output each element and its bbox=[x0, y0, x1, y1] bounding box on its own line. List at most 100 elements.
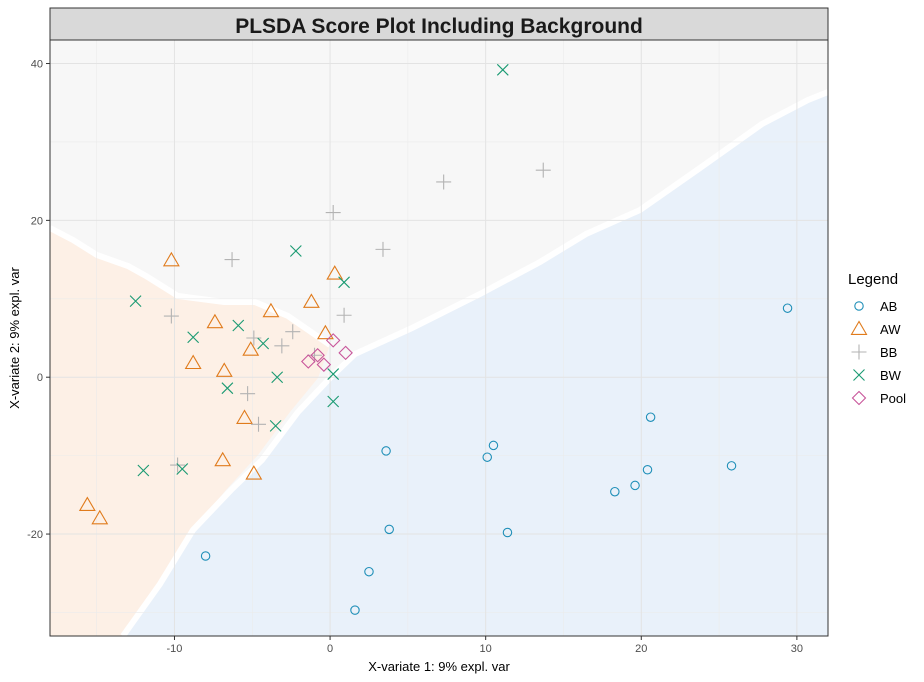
legend: Legend AB AW BB BW Pool bbox=[848, 271, 906, 406]
series-pool bbox=[301, 333, 353, 372]
point-bw bbox=[137, 464, 150, 477]
x-tick-label: 0 bbox=[327, 643, 333, 655]
legend-key-ab bbox=[854, 301, 864, 311]
series-aw bbox=[78, 251, 344, 525]
point-ab bbox=[782, 303, 793, 313]
point-bb bbox=[325, 205, 341, 221]
point-bw bbox=[496, 63, 509, 76]
point-ab bbox=[364, 566, 374, 577]
point-ab bbox=[488, 440, 499, 451]
point-bb bbox=[336, 307, 352, 323]
legend-label-ab: AB bbox=[880, 299, 897, 314]
point-bw bbox=[289, 245, 302, 257]
x-tick-label: -10 bbox=[167, 643, 183, 655]
point-aw bbox=[236, 409, 253, 424]
point-bw bbox=[176, 463, 189, 475]
point-bb bbox=[246, 330, 262, 346]
point-bb bbox=[274, 338, 290, 354]
point-aw bbox=[184, 354, 202, 370]
point-bb bbox=[163, 308, 179, 324]
point-aw bbox=[326, 265, 344, 280]
point-bw bbox=[221, 382, 234, 395]
point-bw bbox=[257, 337, 270, 350]
point-bw bbox=[327, 395, 340, 408]
point-pool bbox=[310, 347, 325, 363]
point-pool bbox=[338, 345, 353, 361]
point-bw bbox=[338, 276, 350, 289]
legend-label-bw: BW bbox=[880, 368, 902, 383]
y-axis-title: X-variate 2: 9% expl. var bbox=[7, 267, 22, 409]
point-bb bbox=[375, 241, 391, 257]
y-axis-ticks: -20 0 20 40 bbox=[27, 59, 50, 541]
point-ab bbox=[482, 452, 492, 462]
point-bw bbox=[271, 371, 284, 384]
point-ab bbox=[502, 527, 513, 538]
point-aw bbox=[316, 324, 334, 340]
legend-key-bw bbox=[853, 369, 865, 381]
y-tick-label: 0 bbox=[37, 372, 43, 384]
point-aw bbox=[162, 251, 180, 267]
point-bw bbox=[187, 331, 200, 344]
legend-label-pool: Pool bbox=[880, 391, 906, 406]
point-ab bbox=[645, 412, 656, 422]
point-aw bbox=[78, 496, 96, 511]
point-ab bbox=[642, 464, 653, 475]
point-bb bbox=[240, 386, 256, 402]
legend-label-bb: BB bbox=[880, 345, 897, 360]
point-aw bbox=[206, 313, 224, 329]
series-bw bbox=[129, 63, 509, 477]
point-ab bbox=[726, 461, 737, 471]
point-aw bbox=[242, 341, 260, 356]
series-ab bbox=[200, 303, 793, 615]
point-aw bbox=[262, 302, 280, 318]
x-tick-label: 30 bbox=[791, 643, 803, 655]
region-ab bbox=[123, 92, 828, 636]
legend-label-aw: AW bbox=[880, 322, 901, 337]
boundary-ab bbox=[120, 89, 828, 636]
point-aw bbox=[215, 362, 233, 377]
y-tick-label: -20 bbox=[27, 529, 43, 541]
panel-border bbox=[49, 39, 829, 637]
point-bb bbox=[285, 324, 301, 340]
gridlines bbox=[50, 40, 828, 636]
x-axis-title: X-variate 1: 9% expl. var bbox=[368, 659, 510, 674]
point-pool bbox=[325, 333, 341, 348]
point-aw bbox=[302, 293, 320, 308]
legend-key-pool bbox=[851, 390, 867, 406]
point-ab bbox=[381, 446, 391, 456]
point-ab bbox=[384, 524, 394, 535]
point-bb bbox=[436, 174, 452, 190]
point-pool bbox=[301, 354, 316, 369]
y-tick-label: 20 bbox=[31, 215, 43, 227]
point-ab bbox=[200, 551, 211, 561]
background-regions bbox=[50, 40, 828, 636]
point-bb bbox=[307, 347, 323, 363]
point-pool bbox=[316, 357, 332, 372]
x-tick-label: 20 bbox=[635, 643, 647, 655]
point-bb bbox=[535, 162, 551, 178]
point-bw bbox=[232, 319, 245, 332]
legend-key-bb bbox=[851, 344, 867, 360]
point-aw bbox=[214, 451, 232, 467]
chart-title: PLSDA Score Plot Including Background bbox=[235, 15, 643, 38]
series-bb bbox=[163, 162, 551, 473]
legend-title: Legend bbox=[848, 271, 898, 288]
x-axis-ticks: -10 0 10 20 30 bbox=[167, 636, 803, 655]
x-tick-label: 10 bbox=[480, 643, 492, 655]
point-bb bbox=[224, 252, 240, 268]
point-bw bbox=[269, 419, 282, 432]
point-ab bbox=[610, 486, 620, 497]
y-tick-label: 40 bbox=[31, 59, 43, 71]
data-points bbox=[78, 63, 793, 615]
legend-key-aw bbox=[850, 320, 868, 335]
point-ab bbox=[630, 480, 640, 491]
boundary-aw bbox=[50, 225, 332, 348]
title-strip bbox=[49, 7, 829, 41]
point-bw bbox=[327, 368, 340, 380]
point-bb bbox=[251, 416, 267, 432]
point-ab bbox=[350, 605, 360, 615]
point-bw bbox=[129, 295, 142, 308]
point-aw bbox=[91, 509, 109, 525]
point-aw bbox=[245, 465, 263, 480]
